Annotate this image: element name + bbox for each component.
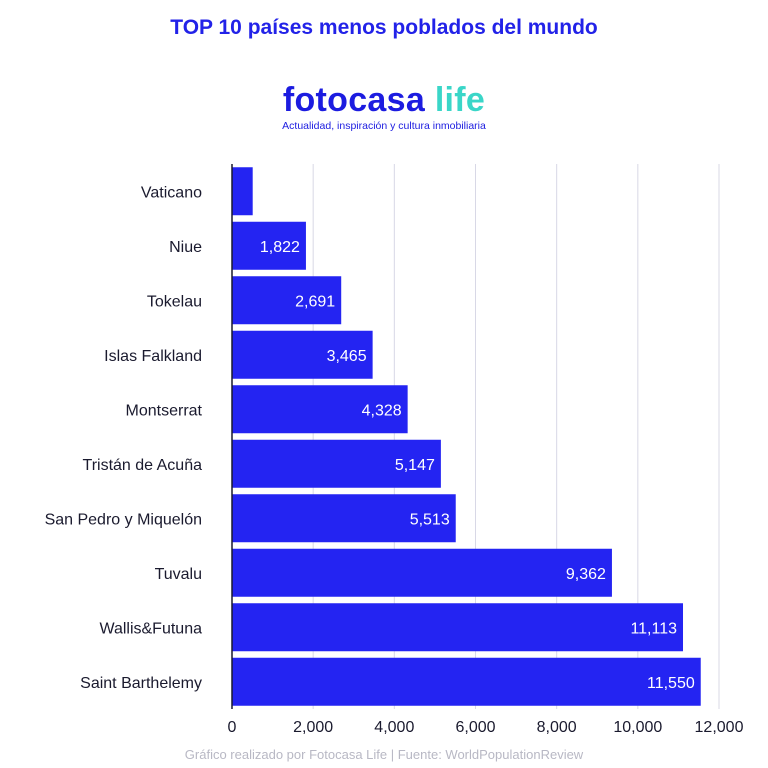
category-label: Tristán de Acuña: [83, 457, 203, 474]
chart-footer-source: Gráfico realizado por Fotocasa Life | Fu…: [184, 747, 584, 762]
category-label: San Pedro y Miquelón: [45, 511, 202, 528]
category-label: Vaticano: [141, 184, 202, 201]
data-label: 2,691: [295, 293, 335, 310]
data-label: 4,328: [362, 402, 402, 419]
bar: [232, 276, 342, 325]
bar: [232, 548, 612, 597]
x-tick-label: 2,000: [293, 719, 333, 736]
bar: [232, 439, 441, 488]
category-label: Montserrat: [126, 402, 203, 419]
category-label: Saint Barthelemy: [80, 675, 202, 692]
category-label: Islas Falkland: [104, 348, 202, 365]
logo-accent-text: life: [434, 81, 486, 119]
category-label: Tuvalu: [155, 566, 202, 583]
data-label: 11,113: [630, 620, 677, 637]
x-tick-label: 12,000: [695, 719, 744, 736]
x-tick-label: 10,000: [613, 719, 662, 736]
logo-main-text: fotocasa: [282, 81, 426, 119]
x-tick-label: 4,000: [374, 719, 414, 736]
category-label: Niue: [169, 239, 202, 256]
data-label: 5,513: [410, 511, 450, 528]
category-label: Wallis&Futuna: [99, 620, 202, 637]
data-label: 5,147: [395, 457, 435, 474]
logo-tagline: Actualidad, inspiración y cultura inmobi…: [282, 120, 486, 132]
x-tick-label: 8,000: [537, 719, 577, 736]
bar: [232, 167, 253, 216]
x-tick-label: 6,000: [455, 719, 495, 736]
category-label: Tokelau: [147, 293, 202, 310]
bar-chart: Vaticano Niue 1,822 Tokelau 2,691 Islas Falkl…: [45, 164, 744, 736]
chart-title: TOP 10 países menos poblados del mundo: [170, 16, 598, 39]
data-label: 1,822: [260, 239, 300, 256]
bar: [232, 603, 684, 652]
logo-wordmark: fotocasa life: [0, 82, 768, 118]
data-label: 11,550: [647, 675, 695, 692]
data-label: 9,362: [566, 566, 606, 583]
x-tick-label: 0: [228, 719, 237, 736]
data-label: 3,465: [327, 348, 367, 365]
bar: [232, 494, 456, 543]
bar: [232, 385, 408, 434]
brand-logo: fotocasa life Actualidad, inspiración y …: [0, 82, 768, 132]
bar: [232, 330, 373, 379]
bar: [232, 657, 701, 706]
bar: [232, 221, 306, 270]
